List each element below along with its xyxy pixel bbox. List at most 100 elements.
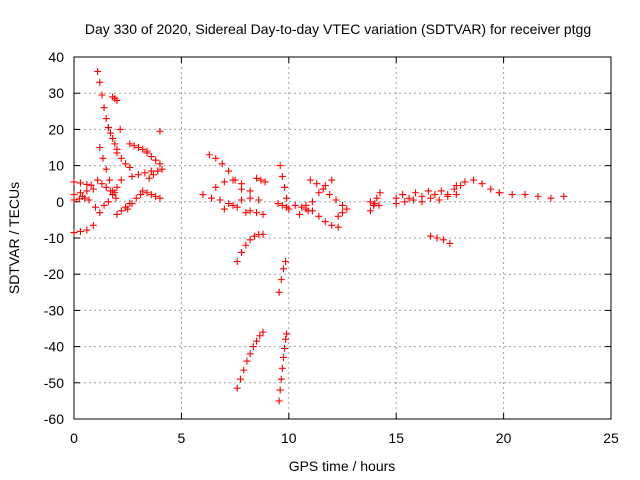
- data-point-arc-06: [96, 78, 104, 86]
- data-point-arc-24: [246, 187, 254, 195]
- data-point-arc-31: [278, 364, 286, 372]
- data-point-arc-32: [276, 162, 284, 170]
- data-point-arc-14: [126, 163, 134, 171]
- data-point-arc-43: [433, 234, 441, 242]
- data-point-arc-26: [259, 210, 267, 218]
- data-point-arc-36: [319, 185, 327, 193]
- data-point-arc-27: [253, 174, 261, 182]
- data-point-arc-37: [334, 223, 342, 231]
- data-point-arc-11: [94, 176, 102, 184]
- data-point-arc-29: [233, 384, 241, 392]
- data-point-arc-06: [100, 104, 108, 112]
- data-point-arc-30: [279, 265, 287, 273]
- data-point-arc-03: [76, 189, 84, 197]
- data-point-arc-10: [96, 144, 104, 151]
- data-point-arc-31: [275, 397, 283, 405]
- data-point-arc-41: [424, 187, 432, 195]
- data-point-arc-02: [76, 179, 84, 187]
- data-points: [70, 67, 568, 405]
- data-point-arc-27: [257, 176, 265, 184]
- data-point-arc-26: [246, 207, 254, 215]
- data-point-arc-42: [427, 194, 435, 202]
- data-point-arc-10: [112, 194, 120, 202]
- data-point-arc-20: [149, 171, 157, 179]
- data-point-arc-36: [313, 180, 321, 188]
- x-tick-label: 25: [603, 430, 619, 446]
- data-point-arc-13: [113, 210, 121, 218]
- data-point-arc-23: [216, 196, 224, 204]
- data-point-arc-03: [89, 185, 97, 193]
- data-point-arc-16: [139, 145, 147, 153]
- data-point-arc-23: [199, 191, 207, 199]
- data-point-arc-32: [281, 183, 289, 191]
- data-point-arc-38: [334, 212, 342, 220]
- data-point-arc-28: [238, 248, 246, 256]
- data-point-arc-37: [328, 221, 336, 229]
- data-point-arc-07: [109, 134, 117, 142]
- data-point-arc-28: [246, 236, 254, 244]
- data-point-arc-22: [225, 167, 233, 175]
- data-point-arc-31: [283, 330, 291, 338]
- data-point-arc-11: [98, 180, 106, 188]
- data-point-arc-44: [470, 176, 478, 184]
- data-point-arc-17: [141, 169, 149, 177]
- data-point-arc-19: [152, 156, 160, 164]
- data-point-arc-24: [212, 183, 220, 191]
- data-point-arc-23: [242, 209, 250, 217]
- data-point-arc-17: [134, 171, 142, 179]
- x-axis-tick-labels: 0 5 10 15 20 25: [70, 430, 619, 446]
- data-point-arc-02: [87, 181, 95, 189]
- x-tick-label: 20: [496, 430, 512, 446]
- data-point-arc-18: [147, 191, 155, 199]
- data-point-arc-34: [285, 205, 293, 213]
- data-point-arc-19: [143, 149, 151, 157]
- data-point-arc-25: [255, 196, 263, 204]
- data-point-arc-20: [154, 167, 162, 175]
- data-point-arc-06: [94, 67, 102, 75]
- data-point-arc-15: [128, 200, 136, 208]
- data-point-arc-32: [283, 194, 291, 202]
- data-point-arc-06: [98, 91, 106, 99]
- data-point-arc-12: [104, 198, 112, 206]
- data-point-arc-30: [277, 276, 285, 284]
- data-point-arc-44: [487, 185, 495, 193]
- data-point-arc-24: [229, 176, 237, 184]
- data-point-arc-25: [229, 201, 237, 209]
- data-point-arc-45: [495, 189, 503, 197]
- data-point-arc-29: [249, 343, 257, 351]
- y-tick-label: -20: [44, 266, 64, 282]
- y-tick-label: 20: [48, 121, 64, 137]
- data-point-arc-21: [156, 127, 164, 135]
- data-point-arc-14: [113, 149, 121, 157]
- data-point-arc-40: [371, 200, 379, 208]
- data-point-arc-02: [70, 178, 78, 186]
- data-point-arc-15: [137, 191, 145, 199]
- data-point-arc-29: [253, 337, 261, 345]
- data-point-arc-45: [534, 192, 542, 200]
- data-point-arc-38: [343, 205, 351, 213]
- y-tick-label: 0: [56, 194, 64, 210]
- data-point-arc-18: [152, 192, 160, 200]
- data-point-arc-29: [256, 332, 264, 340]
- data-point-arc-10: [105, 176, 113, 184]
- data-point-arc-16: [130, 142, 138, 150]
- data-point-arc-16: [126, 140, 134, 148]
- data-point-arc-41: [437, 187, 445, 195]
- data-point-arc-28: [242, 241, 250, 249]
- y-tick-label: -30: [44, 302, 64, 318]
- data-point-arc-35: [328, 176, 336, 184]
- data-point-arc-33: [278, 201, 286, 209]
- data-point-arc-12: [113, 183, 121, 191]
- data-point-arc-35: [315, 189, 323, 197]
- x-tick-label: 10: [281, 430, 297, 446]
- data-point-arc-24: [238, 180, 246, 188]
- data-point-arc-08: [113, 96, 121, 104]
- x-axis-label: GPS time / hours: [289, 458, 396, 474]
- data-point-arc-15: [132, 194, 140, 202]
- data-point-arc-32: [278, 172, 286, 180]
- data-point-arc-36: [326, 191, 334, 199]
- data-point-arc-01: [70, 229, 78, 237]
- data-point-arc-37: [308, 207, 316, 215]
- data-point-arc-37: [315, 212, 323, 220]
- chart-title: Day 330 of 2020, Sidereal Day-to-day VTE…: [85, 21, 591, 37]
